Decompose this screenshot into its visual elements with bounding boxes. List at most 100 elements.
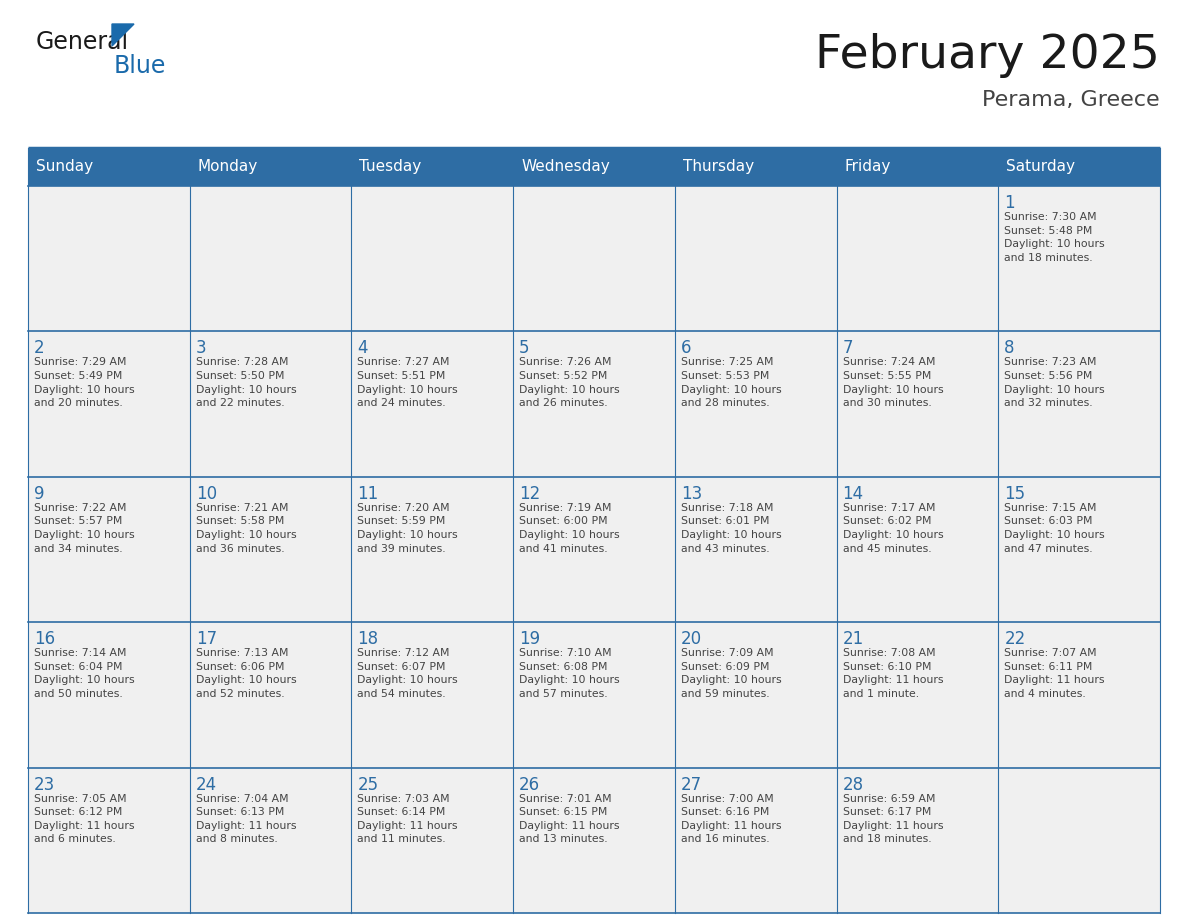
Text: Sunrise: 7:18 AM
Sunset: 6:01 PM
Daylight: 10 hours
and 43 minutes.: Sunrise: 7:18 AM Sunset: 6:01 PM Dayligh…	[681, 503, 782, 554]
Bar	[675, 767, 836, 913]
Text: 26: 26	[519, 776, 541, 793]
Bar	[190, 186, 352, 331]
Bar	[836, 186, 998, 331]
Bar	[352, 767, 513, 913]
Text: Sunday: Sunday	[36, 160, 93, 174]
Bar	[190, 767, 352, 913]
Text: Monday: Monday	[197, 160, 258, 174]
Bar	[352, 622, 513, 767]
Text: Sunrise: 7:00 AM
Sunset: 6:16 PM
Daylight: 11 hours
and 16 minutes.: Sunrise: 7:00 AM Sunset: 6:16 PM Dayligh…	[681, 793, 782, 845]
Text: Sunrise: 7:07 AM
Sunset: 6:11 PM
Daylight: 11 hours
and 4 minutes.: Sunrise: 7:07 AM Sunset: 6:11 PM Dayligh…	[1004, 648, 1105, 699]
Text: Sunrise: 7:24 AM
Sunset: 5:55 PM
Daylight: 10 hours
and 30 minutes.: Sunrise: 7:24 AM Sunset: 5:55 PM Dayligh…	[842, 357, 943, 409]
Bar	[675, 331, 836, 476]
Text: 22: 22	[1004, 630, 1025, 648]
Text: Sunrise: 7:22 AM
Sunset: 5:57 PM
Daylight: 10 hours
and 34 minutes.: Sunrise: 7:22 AM Sunset: 5:57 PM Dayligh…	[34, 503, 134, 554]
Text: 6: 6	[681, 340, 691, 357]
Text: Sunrise: 7:19 AM
Sunset: 6:00 PM
Daylight: 10 hours
and 41 minutes.: Sunrise: 7:19 AM Sunset: 6:00 PM Dayligh…	[519, 503, 620, 554]
Text: 2: 2	[34, 340, 45, 357]
Text: 13: 13	[681, 485, 702, 503]
Text: 20: 20	[681, 630, 702, 648]
Text: 3: 3	[196, 340, 207, 357]
Bar	[513, 186, 675, 331]
Bar	[352, 476, 513, 622]
Text: Sunrise: 7:21 AM
Sunset: 5:58 PM
Daylight: 10 hours
and 36 minutes.: Sunrise: 7:21 AM Sunset: 5:58 PM Dayligh…	[196, 503, 296, 554]
Text: Sunrise: 6:59 AM
Sunset: 6:17 PM
Daylight: 11 hours
and 18 minutes.: Sunrise: 6:59 AM Sunset: 6:17 PM Dayligh…	[842, 793, 943, 845]
Text: 27: 27	[681, 776, 702, 793]
Bar	[836, 767, 998, 913]
Text: Sunrise: 7:13 AM
Sunset: 6:06 PM
Daylight: 10 hours
and 52 minutes.: Sunrise: 7:13 AM Sunset: 6:06 PM Dayligh…	[196, 648, 296, 699]
Text: 4: 4	[358, 340, 368, 357]
Bar	[513, 476, 675, 622]
Text: 19: 19	[519, 630, 541, 648]
Text: Tuesday: Tuesday	[360, 160, 422, 174]
Text: Sunrise: 7:10 AM
Sunset: 6:08 PM
Daylight: 10 hours
and 57 minutes.: Sunrise: 7:10 AM Sunset: 6:08 PM Dayligh…	[519, 648, 620, 699]
Bar	[998, 331, 1159, 476]
Text: Sunrise: 7:01 AM
Sunset: 6:15 PM
Daylight: 11 hours
and 13 minutes.: Sunrise: 7:01 AM Sunset: 6:15 PM Dayligh…	[519, 793, 620, 845]
Text: Sunrise: 7:09 AM
Sunset: 6:09 PM
Daylight: 10 hours
and 59 minutes.: Sunrise: 7:09 AM Sunset: 6:09 PM Dayligh…	[681, 648, 782, 699]
Bar	[836, 476, 998, 622]
Text: Wednesday: Wednesday	[522, 160, 609, 174]
Bar	[29, 767, 190, 913]
Text: Sunrise: 7:20 AM
Sunset: 5:59 PM
Daylight: 10 hours
and 39 minutes.: Sunrise: 7:20 AM Sunset: 5:59 PM Dayligh…	[358, 503, 459, 554]
Bar	[190, 331, 352, 476]
Text: Perama, Greece: Perama, Greece	[982, 90, 1159, 110]
Text: 8: 8	[1004, 340, 1015, 357]
Bar	[190, 476, 352, 622]
Text: February 2025: February 2025	[815, 32, 1159, 77]
Text: 14: 14	[842, 485, 864, 503]
Bar	[998, 186, 1159, 331]
Text: 5: 5	[519, 340, 530, 357]
Text: 18: 18	[358, 630, 379, 648]
Bar	[513, 331, 675, 476]
Bar	[29, 331, 190, 476]
Text: 28: 28	[842, 776, 864, 793]
Bar	[998, 622, 1159, 767]
Text: 15: 15	[1004, 485, 1025, 503]
Text: Sunrise: 7:28 AM
Sunset: 5:50 PM
Daylight: 10 hours
and 22 minutes.: Sunrise: 7:28 AM Sunset: 5:50 PM Dayligh…	[196, 357, 296, 409]
Bar	[29, 148, 1159, 186]
Bar	[352, 331, 513, 476]
Text: 23: 23	[34, 776, 56, 793]
Bar	[836, 622, 998, 767]
Text: Sunrise: 7:14 AM
Sunset: 6:04 PM
Daylight: 10 hours
and 50 minutes.: Sunrise: 7:14 AM Sunset: 6:04 PM Dayligh…	[34, 648, 134, 699]
Bar	[998, 476, 1159, 622]
Bar	[29, 186, 190, 331]
Text: Sunrise: 7:03 AM
Sunset: 6:14 PM
Daylight: 11 hours
and 11 minutes.: Sunrise: 7:03 AM Sunset: 6:14 PM Dayligh…	[358, 793, 457, 845]
Bar	[836, 331, 998, 476]
Bar	[513, 767, 675, 913]
Text: Blue: Blue	[114, 54, 166, 78]
Text: Thursday: Thursday	[683, 160, 754, 174]
Bar	[675, 622, 836, 767]
Text: 16: 16	[34, 630, 55, 648]
Bar	[190, 622, 352, 767]
Text: Sunrise: 7:05 AM
Sunset: 6:12 PM
Daylight: 11 hours
and 6 minutes.: Sunrise: 7:05 AM Sunset: 6:12 PM Dayligh…	[34, 793, 134, 845]
Text: Saturday: Saturday	[1006, 160, 1075, 174]
Text: Sunrise: 7:30 AM
Sunset: 5:48 PM
Daylight: 10 hours
and 18 minutes.: Sunrise: 7:30 AM Sunset: 5:48 PM Dayligh…	[1004, 212, 1105, 263]
Bar	[675, 186, 836, 331]
Bar	[675, 476, 836, 622]
Text: 11: 11	[358, 485, 379, 503]
Text: 17: 17	[196, 630, 217, 648]
Text: Sunrise: 7:04 AM
Sunset: 6:13 PM
Daylight: 11 hours
and 8 minutes.: Sunrise: 7:04 AM Sunset: 6:13 PM Dayligh…	[196, 793, 296, 845]
Text: Friday: Friday	[845, 160, 891, 174]
Text: Sunrise: 7:26 AM
Sunset: 5:52 PM
Daylight: 10 hours
and 26 minutes.: Sunrise: 7:26 AM Sunset: 5:52 PM Dayligh…	[519, 357, 620, 409]
Text: Sunrise: 7:27 AM
Sunset: 5:51 PM
Daylight: 10 hours
and 24 minutes.: Sunrise: 7:27 AM Sunset: 5:51 PM Dayligh…	[358, 357, 459, 409]
Bar	[513, 622, 675, 767]
Text: 25: 25	[358, 776, 379, 793]
Bar	[29, 476, 190, 622]
Text: 10: 10	[196, 485, 217, 503]
Text: Sunrise: 7:29 AM
Sunset: 5:49 PM
Daylight: 10 hours
and 20 minutes.: Sunrise: 7:29 AM Sunset: 5:49 PM Dayligh…	[34, 357, 134, 409]
Text: 12: 12	[519, 485, 541, 503]
Bar	[352, 186, 513, 331]
Text: Sunrise: 7:23 AM
Sunset: 5:56 PM
Daylight: 10 hours
and 32 minutes.: Sunrise: 7:23 AM Sunset: 5:56 PM Dayligh…	[1004, 357, 1105, 409]
Text: 21: 21	[842, 630, 864, 648]
Text: 7: 7	[842, 340, 853, 357]
Polygon shape	[112, 24, 134, 46]
Bar	[998, 767, 1159, 913]
Bar	[29, 622, 190, 767]
Text: General: General	[36, 30, 129, 54]
Text: 24: 24	[196, 776, 217, 793]
Text: 1: 1	[1004, 194, 1015, 212]
Text: 9: 9	[34, 485, 44, 503]
Text: Sunrise: 7:15 AM
Sunset: 6:03 PM
Daylight: 10 hours
and 47 minutes.: Sunrise: 7:15 AM Sunset: 6:03 PM Dayligh…	[1004, 503, 1105, 554]
